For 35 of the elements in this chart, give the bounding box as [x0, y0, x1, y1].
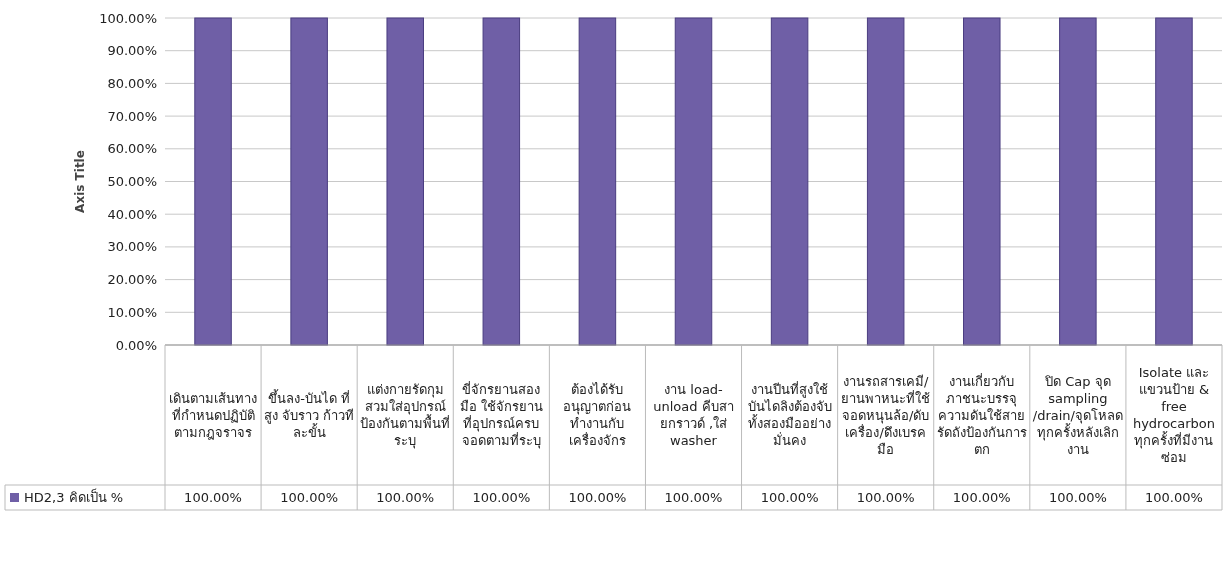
- data-label: 100.00%: [1145, 490, 1203, 505]
- data-label: 100.00%: [184, 490, 242, 505]
- data-label: 100.00%: [856, 490, 915, 505]
- y-axis-title: Axis Title: [73, 150, 87, 213]
- data-label: 100.00%: [664, 490, 723, 505]
- y-tick-label: 80.00%: [107, 75, 157, 91]
- x-tick-label: งาน load-unload คีบสายกราวด์ ,ใส่ washer: [652, 381, 735, 449]
- y-tick-label: 70.00%: [107, 108, 157, 124]
- y-tick-label: 0.00%: [115, 337, 157, 353]
- y-tick-label: 100.00%: [99, 10, 157, 26]
- x-tick-label: ขึ้นลง-บันได ที่สูง จับราว ก้าวทีละขั้น: [263, 389, 356, 441]
- data-label: 100.00%: [472, 490, 531, 505]
- x-tick-label: ต้องได้รับอนุญาตก่อนทำงานกับเครื่องจักร: [562, 381, 633, 449]
- y-tick-label: 20.00%: [107, 272, 157, 288]
- x-tick-label: แต่งกายรัดกุม สวมใส่อุปกรณ์ป้องกันตามพื้นที่ระบุ: [359, 381, 452, 449]
- x-tick-label: งานปีนที่สูงใช้บันไดลิงต้องจับทั้งสองมืออย่างมั่นคง: [746, 381, 833, 449]
- y-tick-label: 50.00%: [107, 174, 157, 189]
- y-tick-label: 10.00%: [107, 304, 157, 320]
- x-tick-label: ขี่จักรยานสองมือ ใช้จักรยานที่อุปกรณ์ครบ จอดตามที่ระบุ: [458, 381, 544, 449]
- y-tick-label: 90.00%: [107, 43, 157, 59]
- x-tick-label: Isolate และแขวนป้าย & free hydrocarbon ทุกครั้งที่มีงานซ่อม: [1131, 364, 1216, 466]
- data-label: 100.00%: [952, 490, 1011, 505]
- y-tick-label: 60.00%: [107, 141, 157, 157]
- x-tick-label: ปิด Cap จุด sampling /drain/จุดโหลดทุกครั้งหลังเลิกงาน: [1031, 372, 1124, 458]
- x-tick-label: เดินตามเส้นทางที่กำหนดปฏิบัติตามกฎจราจร: [168, 389, 259, 441]
- x-tick-label: งานเกี่ยวกับภาชนะบรรจุความดันใช้สายรัดถังป้องกันการตก: [935, 372, 1028, 458]
- legend-label: HD2,3 คิดเป็น %: [24, 488, 124, 505]
- data-label: 100.00%: [568, 490, 627, 505]
- x-tick-label: งานรถสารเคมี/ยานพาหนะที่ใช้ จอดหนุนล้อ/ดับเครื่อง/ดึงเบรคมือ: [840, 372, 932, 458]
- y-tick-label: 30.00%: [107, 239, 157, 255]
- y-tick-label: 40.00%: [107, 206, 157, 222]
- data-label: 100.00%: [280, 490, 339, 505]
- data-label: 100.00%: [1048, 490, 1107, 505]
- data-label: 100.00%: [376, 490, 435, 505]
- data-label: 100.00%: [760, 490, 819, 505]
